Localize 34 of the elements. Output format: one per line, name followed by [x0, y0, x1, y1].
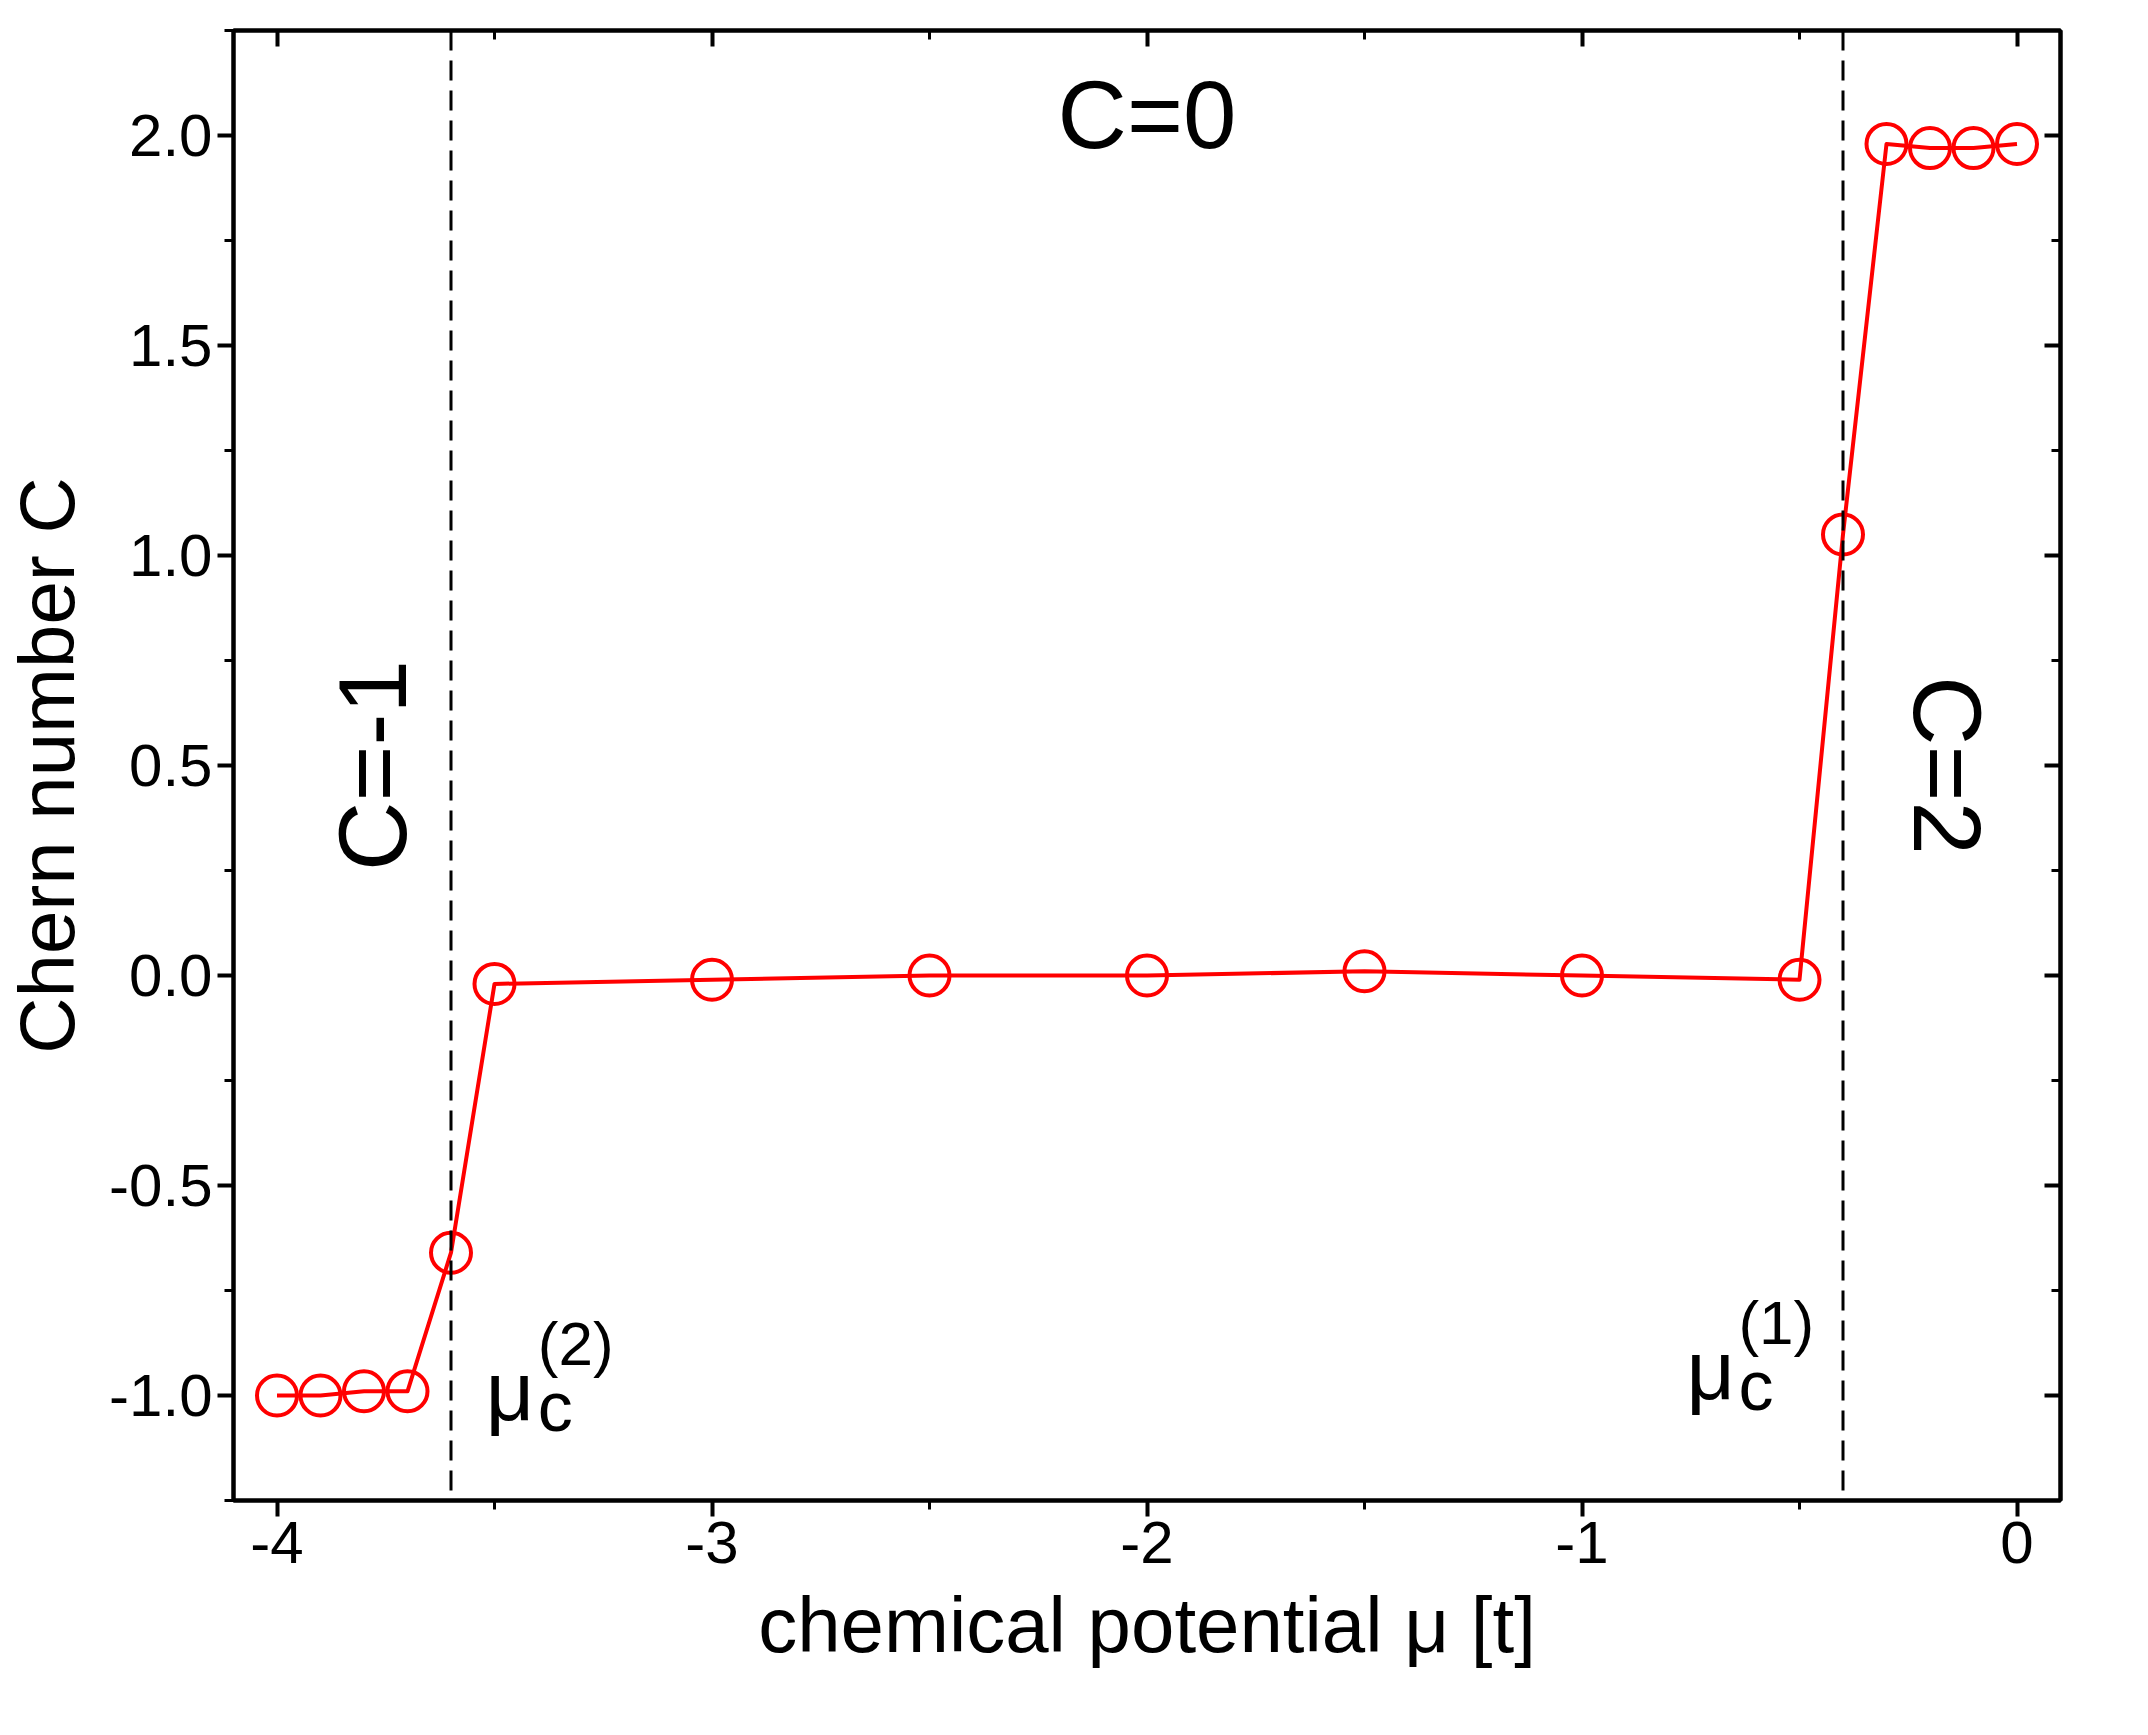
- y-tick-label: 1.0: [129, 522, 213, 589]
- y-tick-label: -1.0: [109, 1362, 213, 1429]
- y-tick-label: 1.5: [129, 312, 213, 379]
- annotation: C=-1: [319, 660, 427, 871]
- y-tick-label: -0.5: [109, 1152, 213, 1219]
- point: [385, 1369, 430, 1414]
- point: [1125, 953, 1169, 998]
- point: [255, 1373, 299, 1418]
- y-tick-label: 2.0: [129, 102, 213, 169]
- x-tick-label: -3: [685, 1508, 739, 1576]
- point: [1777, 957, 1822, 1002]
- annotation: C=2: [1893, 676, 2001, 855]
- y-axis-title: Chern number C: [3, 477, 92, 1054]
- y-tick-label: 0.0: [129, 942, 213, 1009]
- x-tick-label: -4: [250, 1508, 304, 1576]
- point: [342, 1369, 386, 1414]
- point: [1908, 126, 1952, 171]
- x-tick-label: 0: [2000, 1508, 2034, 1576]
- point: [1951, 126, 1996, 171]
- x-axis-title: chemical potential μ [t]: [758, 1580, 1536, 1669]
- x-tick-label: -1: [1555, 1508, 1609, 1576]
- point: [690, 957, 734, 1002]
- point: [472, 961, 517, 1006]
- point: [1821, 512, 1865, 557]
- point: [1995, 121, 2039, 166]
- point: [1560, 953, 1604, 998]
- point: [429, 1230, 473, 1275]
- point: [298, 1373, 343, 1418]
- x-tick-label: -2: [1120, 1508, 1174, 1576]
- annotation: C=0: [1057, 61, 1237, 168]
- y-tick-label: 0.5: [129, 732, 213, 799]
- point: [1342, 949, 1387, 994]
- point: [1864, 121, 1909, 166]
- point: [907, 953, 952, 998]
